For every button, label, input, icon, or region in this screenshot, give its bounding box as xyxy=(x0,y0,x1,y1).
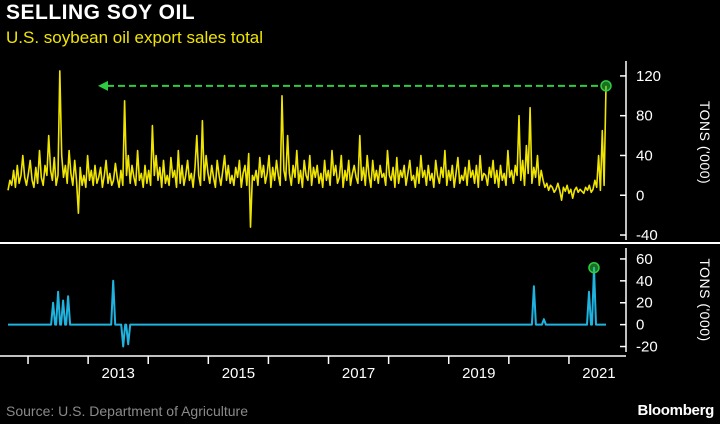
top-y-tick-label: 0 xyxy=(636,187,644,204)
top-max-marker xyxy=(600,80,612,92)
bottom-series-line xyxy=(8,266,606,348)
x-tick-label: 2015 xyxy=(222,365,255,382)
top-y-tick-label: -40 xyxy=(636,227,658,244)
x-axis: 2013 2015 2017 2019 2021 xyxy=(0,355,626,382)
bottom-panel: -20 0 20 40 60 TONS ('000) xyxy=(8,248,713,356)
top-y-tick-label: 40 xyxy=(636,147,653,164)
bottom-y-tick-label: 20 xyxy=(636,295,653,312)
bottom-y-tick-label: 60 xyxy=(636,251,653,268)
bottom-y-tick-label: -20 xyxy=(636,339,658,356)
chart-title: SELLING SOY OIL xyxy=(6,1,196,24)
bottom-max-marker xyxy=(588,261,600,274)
top-y-axis-label: TONS ('000) xyxy=(697,101,713,184)
bottom-y-axis-label: TONS ('000) xyxy=(697,258,713,341)
chart-subtitle: U.S. soybean oil export sales total xyxy=(6,28,264,47)
top-y-tick-label: 80 xyxy=(636,108,653,125)
bottom-y-tick-label: 0 xyxy=(636,317,644,334)
top-y-tick-label: 120 xyxy=(636,68,661,85)
brand-logo: Bloomberg xyxy=(637,402,715,419)
bottom-y-tick-label: 40 xyxy=(636,273,653,290)
reference-arrow-head xyxy=(98,80,108,91)
x-tick-label: 2019 xyxy=(462,365,495,382)
top-series-line xyxy=(7,70,607,228)
x-tick-label: 2017 xyxy=(342,365,375,382)
x-tick-label: 2013 xyxy=(101,365,134,382)
x-tick-label: 2021 xyxy=(582,365,615,382)
source-note: Source: U.S. Department of Agriculture xyxy=(6,403,248,419)
top-panel: -40 0 40 80 120 TONS ('000) xyxy=(7,61,713,244)
